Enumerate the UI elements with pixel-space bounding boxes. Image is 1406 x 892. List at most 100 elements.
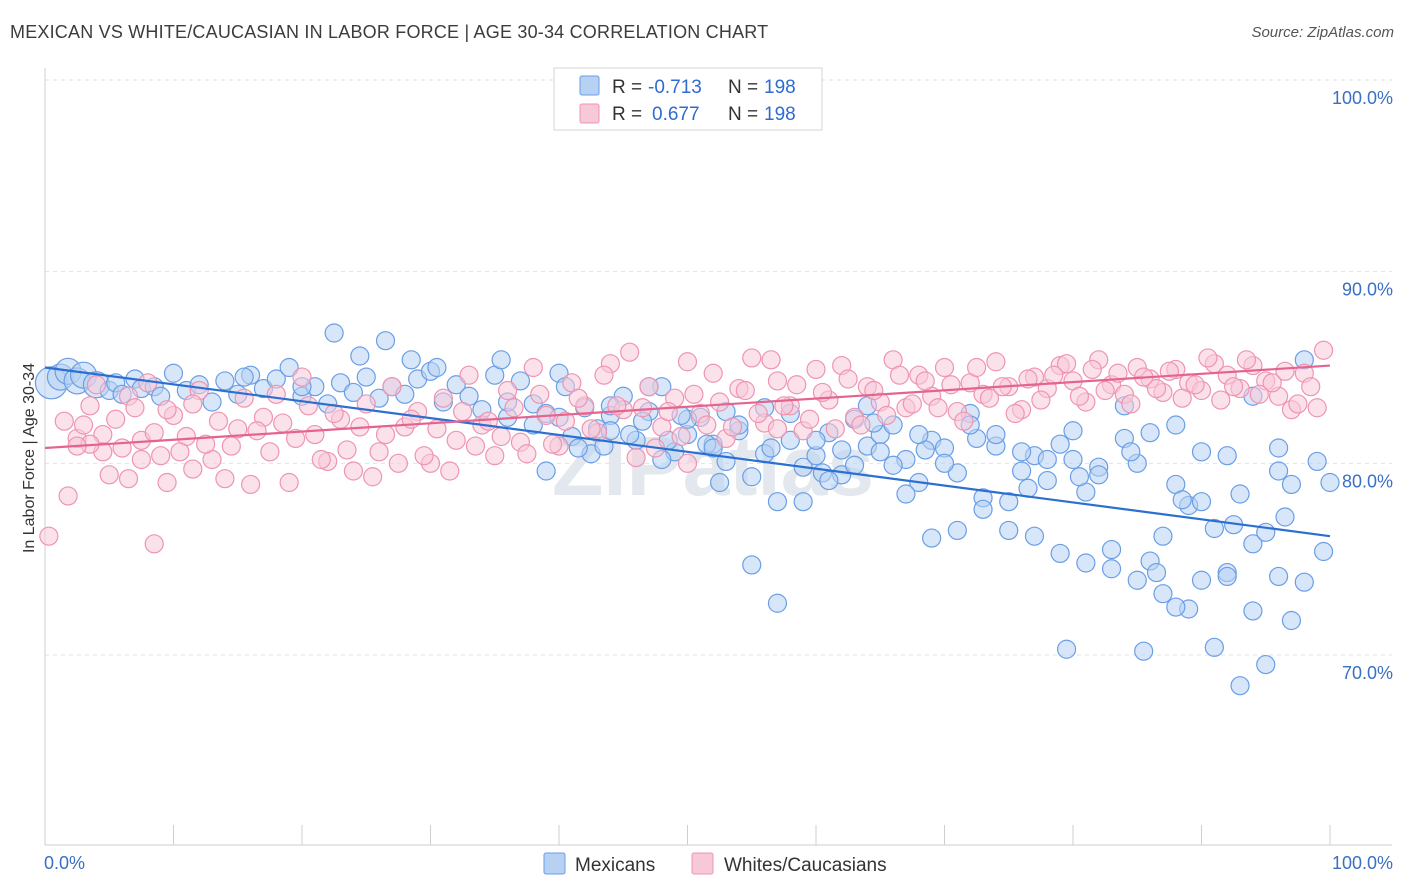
- mexicans-point: [1191, 492, 1212, 512]
- whites-point: [658, 401, 678, 422]
- whites-point: [1211, 390, 1231, 410]
- mexicans-point: [1037, 470, 1057, 491]
- whites-point: [626, 447, 646, 468]
- whites-point: [877, 405, 897, 426]
- whites-point: [967, 357, 987, 378]
- mexicans-point: [1166, 415, 1186, 435]
- legend-r-value-whites: 0.677: [652, 104, 700, 125]
- whites-point: [86, 375, 107, 395]
- whites-point: [902, 394, 922, 414]
- whites-point: [979, 388, 1000, 408]
- mexicans-point: [1294, 572, 1314, 592]
- legend-label-mexicans: Mexicans: [575, 855, 655, 876]
- mexicans-point: [279, 357, 299, 378]
- whites-point: [260, 442, 280, 462]
- mexicans-points: [34, 323, 1340, 696]
- whites-point: [787, 375, 807, 395]
- axes: [44, 68, 1392, 846]
- whites-point: [285, 428, 306, 449]
- mexicans-point: [620, 424, 640, 445]
- mexicans-point: [427, 357, 447, 378]
- mexicans-point: [1268, 438, 1289, 458]
- whites-point: [337, 440, 357, 460]
- whites-point: [1236, 350, 1257, 370]
- whites-point: [106, 409, 126, 429]
- whites-point: [1185, 375, 1205, 395]
- mexicans-point: [999, 492, 1019, 512]
- whites-point: [446, 430, 466, 450]
- whites-point: [375, 424, 396, 445]
- series-legend: Mexicans Whites/Caucasians: [543, 852, 887, 876]
- mexicans-point: [844, 455, 865, 475]
- mexicans-point: [446, 375, 466, 395]
- mexicans-point: [947, 520, 967, 541]
- mexicans-point: [1268, 566, 1289, 587]
- whites-point: [632, 398, 653, 418]
- whites-point: [761, 350, 781, 370]
- whites-point: [151, 446, 171, 466]
- mexicans-point: [1166, 597, 1186, 617]
- whites-point: [767, 371, 788, 391]
- whites-point: [594, 365, 614, 385]
- mexicans-point: [761, 438, 781, 458]
- whites-point: [748, 403, 768, 424]
- whites-point: [864, 380, 884, 401]
- whites-point: [581, 419, 601, 439]
- mexicans-point: [1011, 461, 1032, 481]
- chart-title: MEXICAN VS WHITE/CAUCASIAN IN LABOR FORC…: [10, 22, 769, 42]
- whites-point: [555, 411, 576, 431]
- mexicans-point: [1153, 526, 1173, 546]
- whites-point: [241, 474, 261, 495]
- whites-point: [196, 434, 216, 454]
- whites-point: [799, 409, 820, 429]
- whites-point: [215, 469, 235, 489]
- whites-point: [1262, 373, 1282, 393]
- whites-point: [80, 396, 100, 416]
- mexicans-point: [1089, 465, 1109, 485]
- whites-point: [1198, 348, 1218, 368]
- whites-point: [703, 363, 723, 383]
- whites-point: [453, 401, 473, 422]
- mexicans-point: [767, 593, 788, 613]
- mexicans-point: [215, 371, 235, 391]
- mexicans-point: [356, 367, 376, 387]
- whites-point: [1275, 361, 1295, 381]
- whites-point: [388, 453, 408, 473]
- mexicans-point: [1140, 423, 1160, 443]
- mexicans-point: [870, 442, 890, 462]
- whites-point: [530, 384, 550, 404]
- whites-point: [523, 357, 543, 378]
- mexicans-point: [1101, 559, 1122, 579]
- mexicans-point: [999, 520, 1019, 541]
- mexicans-point: [742, 467, 762, 487]
- whites-point: [1249, 384, 1269, 404]
- whites-point: [440, 461, 460, 481]
- mexicans-point: [1127, 570, 1147, 590]
- whites-point: [363, 467, 383, 487]
- mexicans-point: [1243, 601, 1263, 621]
- whites-point: [73, 415, 94, 435]
- y-tick-label-2: 80.0%: [1342, 471, 1393, 491]
- whites-point: [498, 380, 518, 401]
- mexicans-point: [767, 492, 788, 512]
- x-tick-labels: 0.0% 100.0%: [44, 853, 1393, 873]
- mexicans-point: [350, 346, 370, 366]
- whites-point: [131, 449, 151, 470]
- whites-point: [1095, 380, 1115, 401]
- y-tick-label-3: 70.0%: [1342, 663, 1393, 683]
- legend-swatch-whites: [579, 103, 600, 124]
- whites-point: [1044, 365, 1064, 385]
- legend-n-value-mexicans: 198: [764, 77, 796, 98]
- whites-point: [677, 453, 698, 473]
- whites-point: [934, 357, 955, 378]
- whites-point: [298, 396, 319, 416]
- mexicans-point: [330, 373, 351, 393]
- mexicans-point: [510, 371, 531, 391]
- whites-point: [742, 348, 762, 368]
- mexicans-point: [1050, 543, 1070, 564]
- whites-point: [99, 465, 119, 485]
- mexicans-point: [1069, 467, 1090, 487]
- whites-point: [485, 446, 505, 466]
- whites-point: [228, 419, 248, 439]
